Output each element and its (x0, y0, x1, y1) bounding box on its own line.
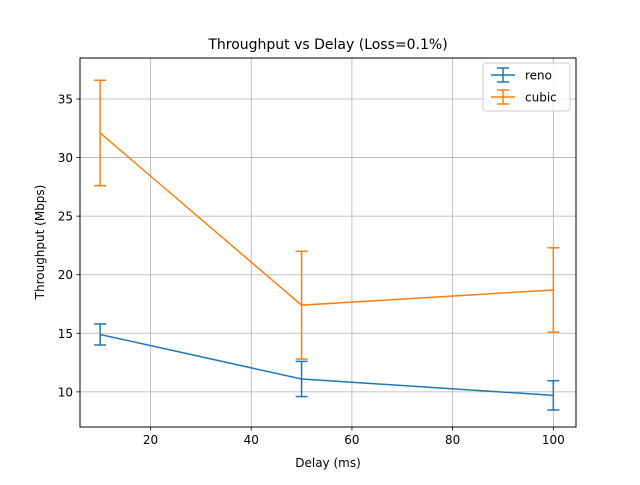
y-tick-label: 15 (58, 327, 73, 341)
y-tick-label: 25 (58, 210, 73, 224)
x-axis-label: Delay (ms) (295, 456, 361, 470)
x-tick-label: 40 (244, 433, 259, 447)
legend: reno cubic (483, 63, 570, 111)
chart-title: Throughput vs Delay (Loss=0.1%) (207, 37, 447, 53)
legend-label: cubic (525, 91, 557, 105)
x-tick-label: 80 (445, 433, 460, 447)
y-axis-label: Throughput (Mbps) (33, 185, 47, 301)
y-tick-label: 20 (58, 268, 73, 282)
x-tick-label: 20 (143, 433, 158, 447)
y-tick-label: 10 (58, 385, 73, 399)
y-tick-label: 30 (58, 151, 73, 165)
legend-label: reno (525, 69, 552, 83)
y-tick-label: 35 (58, 93, 73, 107)
x-tick-label: 60 (344, 433, 359, 447)
x-tick-label: 100 (542, 433, 565, 447)
